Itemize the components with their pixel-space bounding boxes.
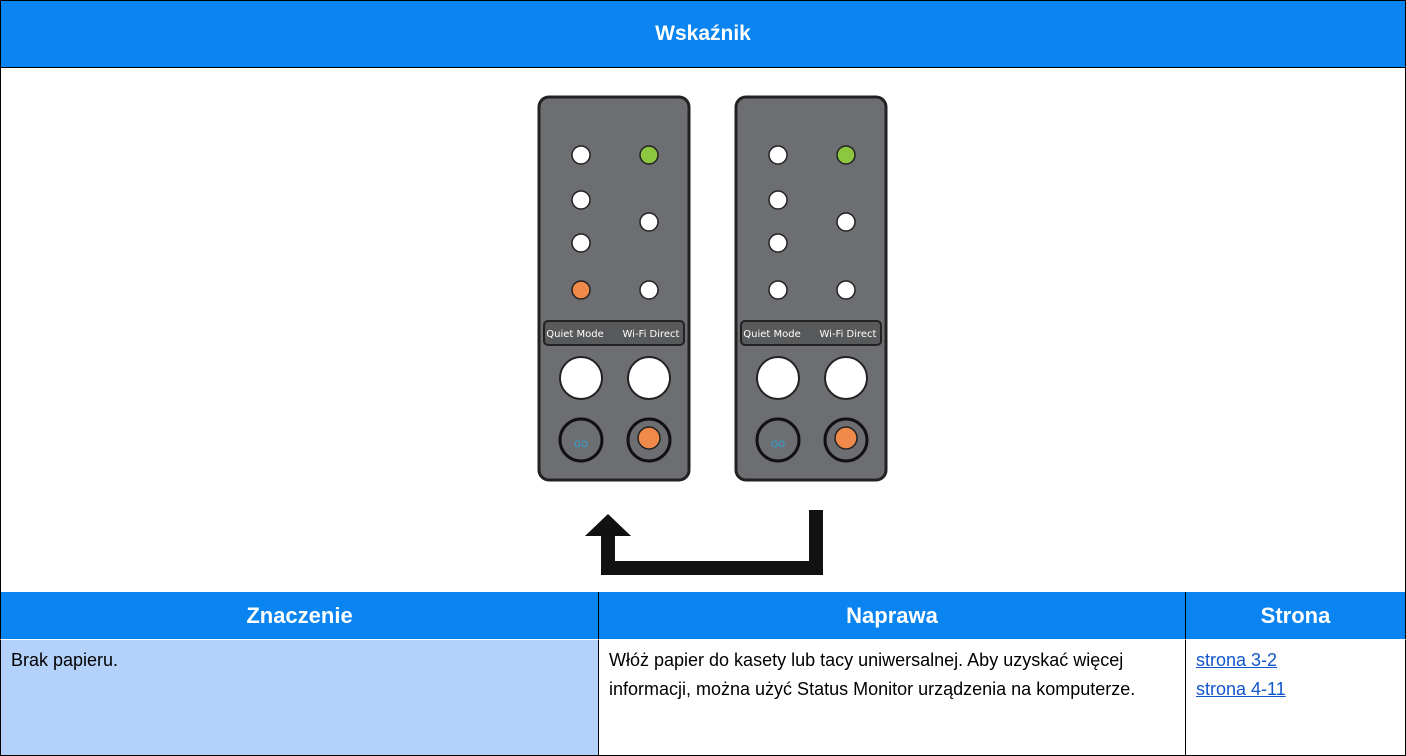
cell-text: Brak papieru. [11, 650, 119, 670]
illustration: Quiet Mode Wi-Fi Direct GO Quiet Mode Wi-Fi … [0, 67, 1406, 593]
control-panel [734, 95, 888, 482]
go-label: GO [574, 440, 588, 450]
cell-text: Włóż papier do kasety lub tacy uniwersal… [609, 650, 1136, 699]
header-text: Znaczenie [246, 602, 353, 628]
led-sleep [639, 212, 659, 232]
title: Wskaźnik [655, 22, 751, 45]
led-wifi [836, 280, 856, 300]
col-header: Strona [1185, 592, 1406, 640]
header: Wskaźnik [0, 0, 1406, 68]
arrow-head [585, 514, 631, 536]
led-paper [571, 280, 591, 300]
go-label: GO [771, 440, 785, 450]
quiet-button [559, 356, 603, 400]
arrow [601, 510, 823, 575]
stop-icon [834, 426, 858, 450]
led-attention [768, 145, 788, 165]
control-panel [537, 95, 691, 482]
go-button [558, 417, 604, 463]
led-paper [768, 280, 788, 300]
led-wifi [639, 280, 659, 300]
button-label: Quiet Mode [546, 329, 604, 340]
led-attention [571, 145, 591, 165]
cell: Włóż papier do kasety lub tacy uniwersal… [598, 640, 1185, 756]
wifi-button [824, 356, 868, 400]
button-label: Wi-Fi Direct [623, 329, 680, 340]
col-header: Naprawa [598, 592, 1185, 640]
quiet-button [756, 356, 800, 400]
panel-illustration: Quiet Mode Wi-Fi Direct GO Quiet Mode Wi-Fi … [537, 95, 888, 575]
led-jam [768, 233, 788, 253]
led-ready [836, 145, 856, 165]
label-strip [740, 320, 882, 346]
header-text: Strona [1260, 602, 1331, 628]
cell: strona 3-2 strona 4-11 [1185, 640, 1406, 756]
button-label: Wi-Fi Direct [820, 329, 877, 340]
col-header: Znaczenie [0, 592, 598, 640]
led-ready [639, 145, 659, 165]
label-strip [543, 320, 685, 346]
led-toner [571, 190, 591, 210]
wifi-button [627, 356, 671, 400]
stop-icon [637, 426, 661, 450]
cell: Brak papieru. [0, 640, 598, 756]
header-text: Naprawa [846, 602, 938, 628]
led-sleep [836, 212, 856, 232]
go-button [755, 417, 801, 463]
button-label: Quiet Mode [743, 329, 801, 340]
led-jam [571, 233, 591, 253]
link[interactable]: strona 4-11 [1196, 679, 1286, 699]
led-toner [768, 190, 788, 210]
link[interactable]: strona 3-2 [1196, 650, 1278, 670]
